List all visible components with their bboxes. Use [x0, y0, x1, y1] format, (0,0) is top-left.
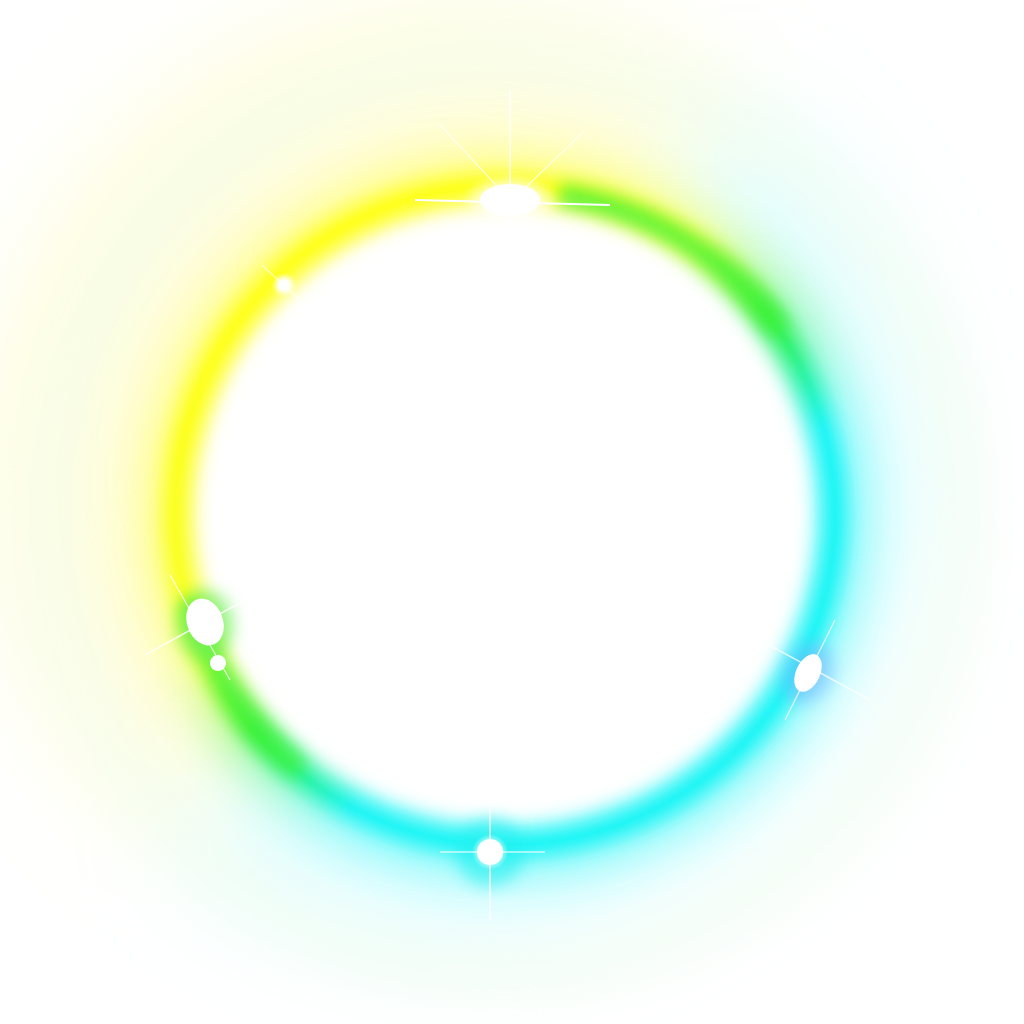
sparkle-right: [759, 619, 871, 721]
sparkle-bottom: [440, 785, 545, 920]
sparkle-top: [414, 90, 611, 310]
sparkle-upper-left: [261, 264, 311, 311]
sparkle-left: [144, 574, 246, 681]
